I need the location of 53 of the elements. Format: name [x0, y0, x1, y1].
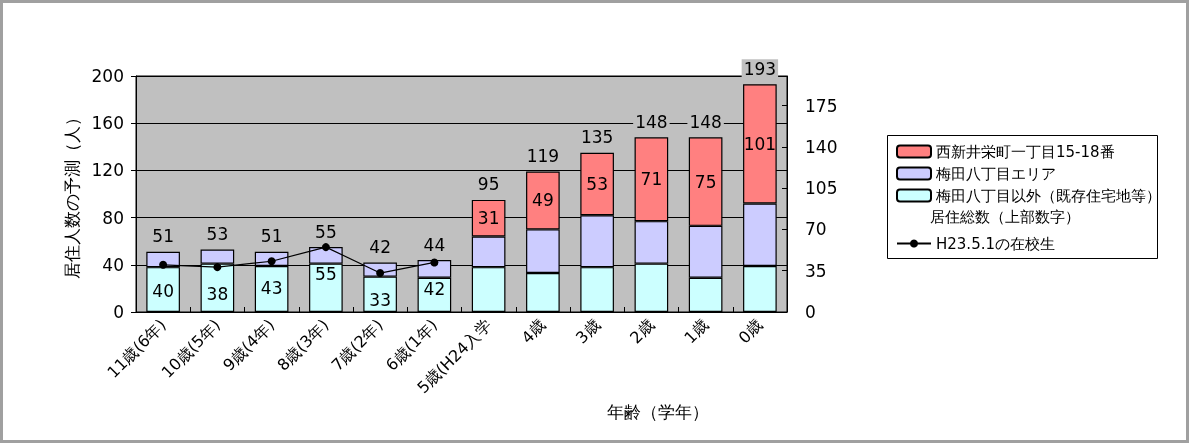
y-tick-label: 120 — [91, 160, 124, 181]
data-label: 53 — [586, 173, 608, 194]
total-label: 42 — [369, 236, 391, 257]
y2-tick-label: 105 — [805, 178, 838, 199]
y2-tick-label: 35 — [805, 260, 827, 281]
y-tick-label: 160 — [91, 113, 124, 134]
total-label: 51 — [152, 226, 174, 247]
data-label: 43 — [260, 277, 283, 298]
x-tick-label: 9歳(4年) — [219, 315, 279, 375]
y-tick-label: 200 — [91, 66, 124, 86]
total-label: 193 — [743, 58, 777, 79]
data-label: 101 — [743, 133, 777, 154]
y2-tick-label: 70 — [805, 219, 827, 240]
data-label: 31 — [477, 208, 500, 229]
data-label: 55 — [315, 263, 337, 284]
data-label: 71 — [640, 169, 663, 190]
data-label: 42 — [423, 278, 446, 299]
x-tick-label: 3歳 — [571, 315, 604, 348]
data-label: 33 — [369, 289, 391, 310]
point — [321, 243, 330, 252]
total-label: 119 — [526, 146, 560, 167]
x-tick-label: 4歳 — [517, 315, 550, 348]
legend-label: 梅田八丁目以外（既存住宅地等） — [935, 186, 1161, 205]
point — [430, 258, 439, 267]
point — [213, 263, 222, 272]
total-label: 51 — [260, 226, 283, 247]
legend-label: H23.5.1の在校生 — [936, 234, 1055, 253]
total-label: 55 — [315, 221, 337, 242]
y-axis-title: 居住人数の予測（人） — [62, 109, 83, 279]
y-tick-label: 80 — [102, 207, 124, 228]
x-tick-label: 0歳 — [734, 315, 767, 348]
data-label: 49 — [532, 190, 554, 211]
y2-tick-label: 0 — [805, 302, 816, 322]
data-label: 38 — [206, 283, 229, 304]
x-axis-title: 年齢（学年） — [607, 401, 709, 422]
data-label: 75 — [694, 171, 717, 192]
data-label: 40 — [152, 281, 174, 302]
legend-label: 梅田八丁目エリア — [935, 164, 1056, 183]
y-tick-label: 0 — [113, 302, 124, 322]
y-tick-label: 40 — [102, 254, 124, 275]
total-label: 148 — [635, 111, 668, 132]
y2-tick-label: 140 — [805, 136, 838, 157]
y2-tick-label: 175 — [805, 95, 838, 116]
point — [159, 260, 168, 269]
x-tick-label: 1歳 — [680, 315, 713, 348]
total-label: 95 — [477, 174, 500, 195]
x-tick-label: 2歳 — [626, 315, 659, 348]
total-label: 135 — [580, 127, 614, 148]
text: 居住総数（上部数字） — [930, 207, 1080, 226]
total-label: 44 — [423, 234, 446, 255]
legend-label: 西新井栄町一丁目15-18番 — [936, 142, 1115, 161]
total-label: 148 — [689, 111, 722, 132]
total-label: 53 — [206, 223, 229, 244]
